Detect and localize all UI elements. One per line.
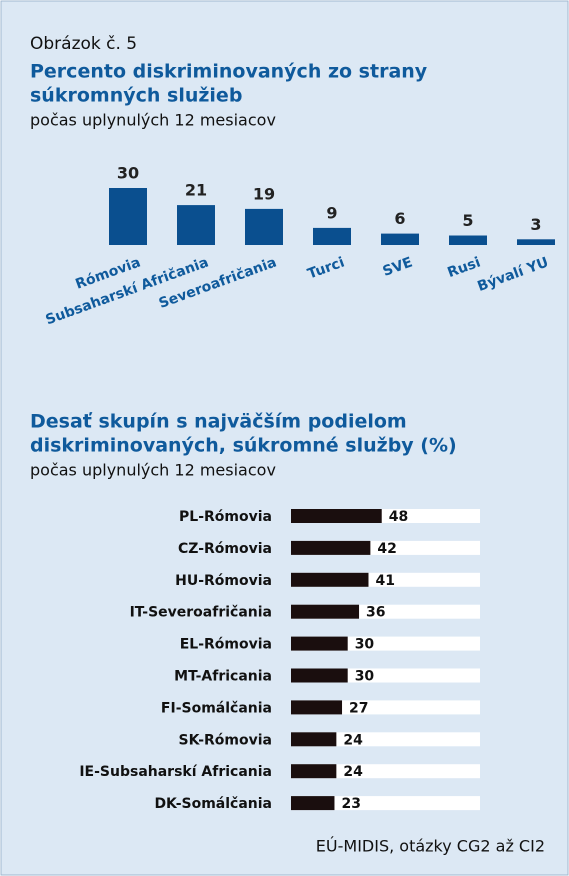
bar-track [291,764,480,779]
bar [291,732,337,747]
bar-track [291,796,480,811]
bar [291,509,382,523]
value-label: 9 [326,203,337,222]
source: EÚ-MIDIS, otázky CG2 až CI2 [316,837,545,856]
bar [177,205,215,245]
chart-title: súkromných služieb [30,85,242,107]
value-label: 5 [462,211,473,230]
bar [381,233,419,245]
y-tick-label: EL-Rómovia [180,637,272,653]
chart-subtitle: počas uplynulých 12 mesiacov [30,461,276,480]
value-label: 48 [389,509,408,525]
value-label: 27 [349,700,368,716]
bar [245,208,283,245]
bar [291,668,348,683]
y-tick-label: HU-Rómovia [175,573,272,589]
value-label: 30 [355,669,375,685]
y-tick-label: IE-Subsaharskí Africania [79,764,272,780]
chart-title: diskriminovaných, súkromné služby (%) [30,435,457,457]
value-label: 21 [185,181,207,200]
y-tick-label: IT-Severoafričania [130,605,272,621]
value-label: 19 [253,184,275,203]
bar [109,188,147,245]
y-tick-label: CZ-Rómovia [178,541,272,557]
bar [291,796,335,811]
value-label: 24 [343,764,363,780]
figure-label: Obrázok č. 5 [30,34,137,54]
value-label: 6 [394,209,405,228]
value-label: 41 [375,573,394,589]
bar-track [291,732,480,747]
bar [517,239,555,245]
y-tick-label: DK-Somálčania [154,796,272,812]
chart-subtitle: počas uplynulých 12 mesiacov [30,111,276,130]
y-tick-label: SK-Rómovia [178,732,272,748]
bar [291,604,360,619]
value-label: 24 [343,732,363,748]
value-label: 30 [355,637,375,653]
chart-title: Percento diskriminovaných zo strany [30,61,428,83]
bar [291,636,348,651]
bar [313,227,351,245]
chart-title: Desať skupín s najväčším podielom [30,411,407,433]
value-label: 42 [377,541,396,557]
value-label: 30 [117,164,139,183]
bar [291,700,343,715]
y-tick-label: FI-Somálčania [161,700,272,716]
bar [449,235,487,245]
y-tick-label: PL-Rómovia [179,509,272,525]
bar [291,764,337,779]
y-tick-label: MT-Africania [174,669,272,685]
value-label: 36 [366,605,385,621]
value-label: 23 [341,796,360,812]
bar [291,540,371,555]
value-label: 3 [530,215,541,234]
bar [291,572,369,587]
